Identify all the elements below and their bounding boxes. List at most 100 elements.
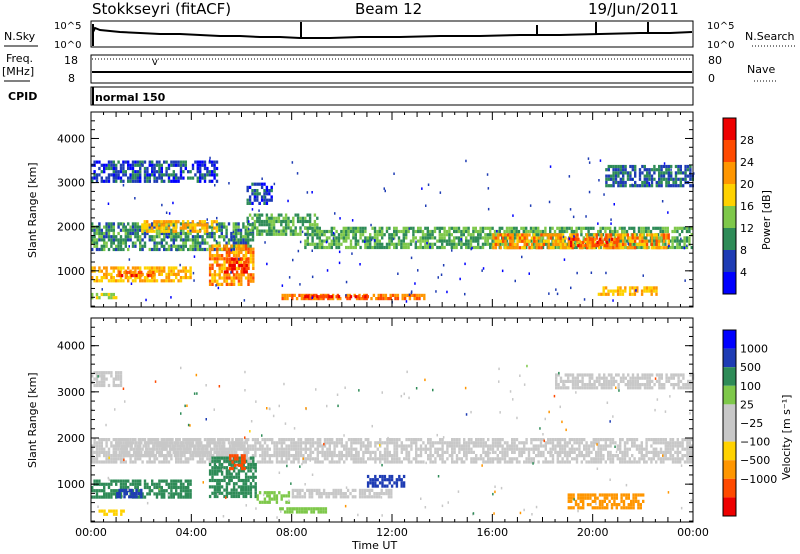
scatter-cell [218, 444, 221, 448]
scatter-cell [277, 213, 281, 217]
scatter-cell [556, 441, 559, 445]
scatter-cell [610, 379, 613, 383]
scatter-cell [667, 168, 670, 172]
scatter-cell [228, 247, 231, 251]
scatter-cell [455, 229, 458, 234]
scatter-cell [151, 266, 154, 270]
scatter-cell [664, 226, 667, 230]
scatter-cell [272, 219, 276, 224]
scatter-cell [390, 233, 393, 237]
scatter-cell [597, 450, 600, 454]
scatter-cell [359, 457, 363, 461]
scatter-cell [208, 273, 212, 277]
scatter-cell [115, 447, 118, 451]
scatter-cell [321, 444, 324, 448]
scatter-cell [220, 228, 223, 232]
scatter-cell [129, 460, 132, 464]
scatter-cell [373, 233, 377, 237]
scatter-cell [674, 171, 678, 175]
scatter-cell [504, 233, 507, 237]
scatter-cell [146, 179, 149, 183]
scatter-cell [573, 233, 577, 237]
scatter-cell [95, 457, 99, 461]
scatter-cell [518, 441, 521, 445]
scatter-cell [612, 379, 615, 383]
scatter-cell [110, 225, 113, 229]
scatter-cell [221, 454, 225, 458]
scatter-cell [280, 219, 283, 224]
y-tick-label: 2000 [57, 221, 85, 234]
scatter-cell [223, 257, 226, 261]
scatter-cell [179, 231, 183, 236]
scatter-cell [246, 185, 249, 189]
scatter-cell [685, 229, 689, 234]
scatter-cell [386, 438, 389, 442]
scatter-cell [268, 226, 271, 230]
scatter-cell [580, 454, 583, 458]
scatter-cell [225, 282, 229, 286]
scatter-cell [472, 236, 475, 240]
scatter-cell [457, 226, 461, 230]
scatter-cell [252, 257, 255, 261]
scatter-cell [140, 270, 143, 274]
scatter-cell [645, 246, 649, 250]
scatter-cell [347, 438, 351, 442]
scatter-cell [256, 441, 259, 445]
scatter-cell [494, 444, 497, 448]
scatter-cell [393, 226, 396, 230]
scatter-cell [638, 460, 641, 464]
scatter-cell [648, 174, 651, 178]
scatter-cell [148, 176, 151, 180]
scatter-cell [163, 247, 166, 252]
scatter-cell [614, 233, 618, 237]
scatter-cell [156, 438, 160, 442]
scatter-cell [612, 289, 615, 293]
scatter-cell [659, 447, 663, 451]
scatter-cell [624, 164, 627, 169]
scatter-cell [167, 236, 169, 239]
scatter-cell [569, 246, 572, 250]
scatter-cell [413, 297, 416, 301]
scatter-cell [681, 447, 684, 451]
scatter-cell [261, 460, 264, 464]
scatter-cell [463, 460, 466, 464]
scatter-cell [215, 226, 218, 230]
scatter-cell [265, 232, 269, 236]
scatter-cell [211, 263, 214, 267]
scatter-cell [467, 229, 470, 234]
scatter-cell [211, 228, 214, 232]
scatter-cell [95, 279, 99, 283]
scatter-cell [465, 242, 468, 246]
scatter-cell [287, 447, 291, 451]
scatter-cell [662, 239, 666, 243]
scatter-cell [471, 246, 473, 250]
scatter-cell [112, 225, 115, 229]
scatter-cell [223, 247, 226, 251]
scatter-cell [242, 241, 245, 245]
scatter-cell [165, 229, 168, 233]
scatter-cell [237, 266, 241, 270]
scatter-cell [576, 383, 579, 387]
scatter-cell [273, 447, 276, 451]
scatter-cell [163, 457, 166, 461]
scatter-cell [551, 226, 554, 230]
scatter-cell [343, 444, 346, 448]
scatter-cell [535, 236, 538, 240]
scatter-cell [655, 447, 658, 451]
scatter-cell [381, 236, 384, 240]
scatter-cell [633, 226, 636, 230]
scatter-cell [213, 166, 216, 171]
scatter-cell [599, 444, 603, 448]
scatter-cell [549, 165, 552, 168]
scatter-cell [361, 233, 365, 237]
scatter-cell [533, 239, 536, 243]
scatter-cell [581, 383, 584, 387]
scatter-cell [439, 191, 442, 194]
scatter-cell [103, 266, 106, 270]
scatter-cell [103, 235, 106, 239]
scatter-cell [243, 299, 246, 302]
scatter-cell [93, 457, 96, 461]
scatter-cell [296, 216, 300, 220]
scatter-cell [211, 282, 214, 286]
scatter-cell [563, 441, 567, 445]
